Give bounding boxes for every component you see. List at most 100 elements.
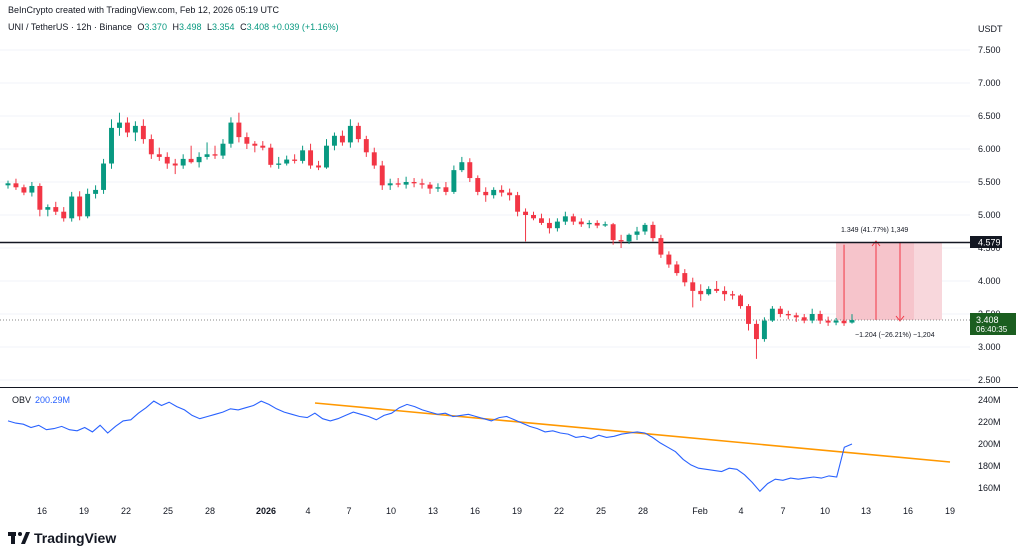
candle-body [316, 165, 321, 168]
candle-body [658, 238, 664, 255]
candle-body [586, 222, 592, 225]
candle-body [475, 178, 481, 192]
candle-body [650, 224, 656, 239]
close-key: C [240, 22, 247, 32]
candle-body [347, 125, 353, 143]
candle-body [546, 222, 552, 229]
candle-body [355, 125, 361, 140]
time-tick-label: 19 [79, 506, 89, 516]
candle-body [570, 216, 576, 222]
obv-value: 200.29M [35, 395, 71, 405]
candle-body [387, 183, 393, 186]
candle-body [849, 320, 855, 323]
candle-body [117, 122, 122, 128]
candle-body [53, 207, 59, 212]
candle-body [69, 196, 75, 219]
candle-body [746, 306, 751, 324]
time-tick-label: 10 [820, 506, 830, 516]
candle-body [300, 150, 306, 161]
time-tick-label: 22 [121, 506, 131, 516]
price-tick-label: 4.000 [978, 276, 1001, 286]
candle-body [427, 184, 433, 189]
time-tick-label: 28 [205, 506, 215, 516]
candle-body [339, 135, 345, 143]
change-value: +0.039 (+1.16%) [271, 22, 339, 32]
time-tick-label: 16 [37, 506, 47, 516]
time-tick-label: 16 [903, 506, 913, 516]
candle-body [841, 320, 847, 324]
candle-body [769, 308, 775, 321]
time-tick-label: 19 [945, 506, 955, 516]
candle-body [674, 264, 680, 274]
candle-body [61, 211, 67, 219]
candle-body [395, 183, 401, 185]
grid-lines [0, 49, 970, 381]
obv-tick-label: 240M [978, 395, 1001, 405]
candle-body [809, 314, 815, 321]
candle-body [825, 320, 831, 323]
symbol-label: UNI / TetherUS · 12h · Binance [8, 22, 132, 32]
candle-body [109, 127, 114, 164]
candle-body [204, 154, 210, 157]
candle-body [45, 207, 51, 210]
candle-body [777, 308, 783, 314]
price-chart[interactable]: 1.349 (41.77%) 1,349 −1.204 (−26.21%) −1… [0, 0, 1024, 525]
low-value: 3.354 [212, 22, 235, 32]
open-value: 3.370 [144, 22, 167, 32]
candle-body [188, 158, 194, 163]
candle-body [212, 154, 218, 156]
time-tick-label: 28 [638, 506, 648, 516]
candle-body [196, 156, 202, 163]
obv-tick-label: 180M [978, 461, 1001, 471]
time-tick-label: 2026 [256, 506, 276, 516]
time-tick-label: 4 [738, 506, 743, 516]
countdown-text: 06:40:35 [976, 325, 1008, 334]
obv-axis: 240M 220M 200M 180M 160M [978, 395, 1001, 493]
candle-body [817, 314, 823, 321]
time-tick-label: 25 [163, 506, 173, 516]
candle-body [252, 143, 258, 146]
candle-body [403, 182, 409, 185]
candle-body [292, 159, 298, 161]
candle-body [753, 323, 759, 340]
candle-body [172, 163, 178, 166]
candle-body [13, 183, 19, 188]
candle-body [618, 240, 624, 242]
last-price-tag [970, 313, 1016, 335]
candle-body [761, 320, 767, 340]
candle-body [610, 224, 616, 241]
price-tick-label: 5.500 [978, 177, 1001, 187]
target-label: 1.349 (41.77%) 1,349 [841, 227, 908, 234]
candles [5, 112, 855, 359]
candle-body [5, 183, 11, 186]
candle-body [531, 215, 536, 219]
candle-body [124, 122, 130, 133]
candle-body [523, 211, 529, 215]
candle-body [156, 154, 162, 157]
tradingview-wordmark: TradingView [34, 530, 117, 546]
candle-body [602, 224, 608, 226]
candle-body [459, 162, 465, 171]
candle-body [539, 218, 544, 223]
candle-body [101, 163, 107, 190]
price-tick-label: 6.500 [978, 111, 1001, 121]
candle-body [594, 222, 600, 226]
position-zone-inner [836, 242, 914, 320]
stop-label: −1.204 (−26.21%) −1,204 [855, 332, 935, 339]
candle-body [268, 147, 274, 165]
candle-body [491, 189, 497, 196]
stop-arrow-head [895, 315, 905, 322]
candle-body [77, 196, 83, 217]
candle-body [140, 125, 146, 140]
close-value: 3.408 [246, 22, 270, 32]
candle-body [419, 183, 425, 185]
obv-tick-label: 220M [978, 417, 1001, 427]
candle-body [515, 195, 521, 212]
price-tick-label: 7.000 [978, 78, 1001, 88]
obv-line [7, 400, 853, 493]
candle-body [260, 145, 266, 148]
candle-body [578, 221, 584, 225]
candle-body [244, 137, 250, 144]
time-tick-label: 25 [596, 506, 606, 516]
tradingview-logo[interactable]: TradingView [8, 530, 116, 546]
